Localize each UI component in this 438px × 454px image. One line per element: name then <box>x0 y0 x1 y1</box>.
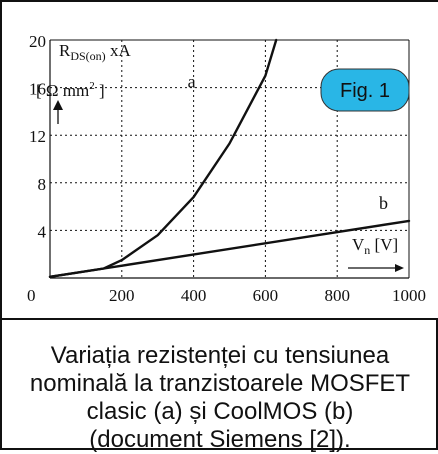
y-tick-label-8: 8 <box>38 175 47 194</box>
caption: Variația rezistenței cu tensiunea nomina… <box>2 320 438 454</box>
series-line-a <box>48 38 278 278</box>
x-tick-label-200: 200 <box>109 286 135 305</box>
x-tick-label-1000: 1000 <box>392 286 426 305</box>
x-tick-label-600: 600 <box>253 286 279 305</box>
x-arrow-head <box>395 264 404 272</box>
axis-labels: RDS(on) xA [ Ω mm2 ] Vn [V] <box>36 41 404 272</box>
x-axis-label: Vn [V] <box>352 235 398 257</box>
series-label-a: a <box>188 72 196 92</box>
y-axis-label-line2: [ Ω mm2 ] <box>36 80 105 100</box>
y-tick-label-4: 4 <box>38 222 47 241</box>
figure-badge-shape <box>320 68 410 112</box>
caption-line-2: nominală la tranzistoarele MOSFET <box>29 370 411 397</box>
y-tick-label-12: 12 <box>29 127 46 146</box>
figure-badge-text: Fig. 1 <box>340 80 390 102</box>
x-tick-labels: 0 200 400 600 800 1000 <box>27 286 426 305</box>
y-axis-label-line1: RDS(on) xA <box>59 41 131 63</box>
figure-badge: Fig. 1 <box>320 68 410 112</box>
series-label-b: b <box>379 193 388 213</box>
y-tick-label-20: 20 <box>29 32 46 51</box>
axes <box>49 39 410 279</box>
x-tick-label-400: 400 <box>181 286 207 305</box>
caption-line-3: clasic (a) și CoolMOS (b) <box>86 398 354 425</box>
x-tick-label-0: 0 <box>27 286 36 305</box>
y-tick-label-16: 16 <box>29 80 46 99</box>
x-tick-label-800: 800 <box>324 286 350 305</box>
series-lines: ab <box>48 38 411 278</box>
y-arrow-head <box>53 100 63 110</box>
series-line-b <box>48 219 411 278</box>
caption-line-4: (document Siemens [2]). <box>89 426 351 453</box>
caption-line-1: Variația rezistenței cu tensiunea <box>50 342 390 369</box>
y-tick-labels: 4 8 12 16 20 <box>29 32 47 241</box>
